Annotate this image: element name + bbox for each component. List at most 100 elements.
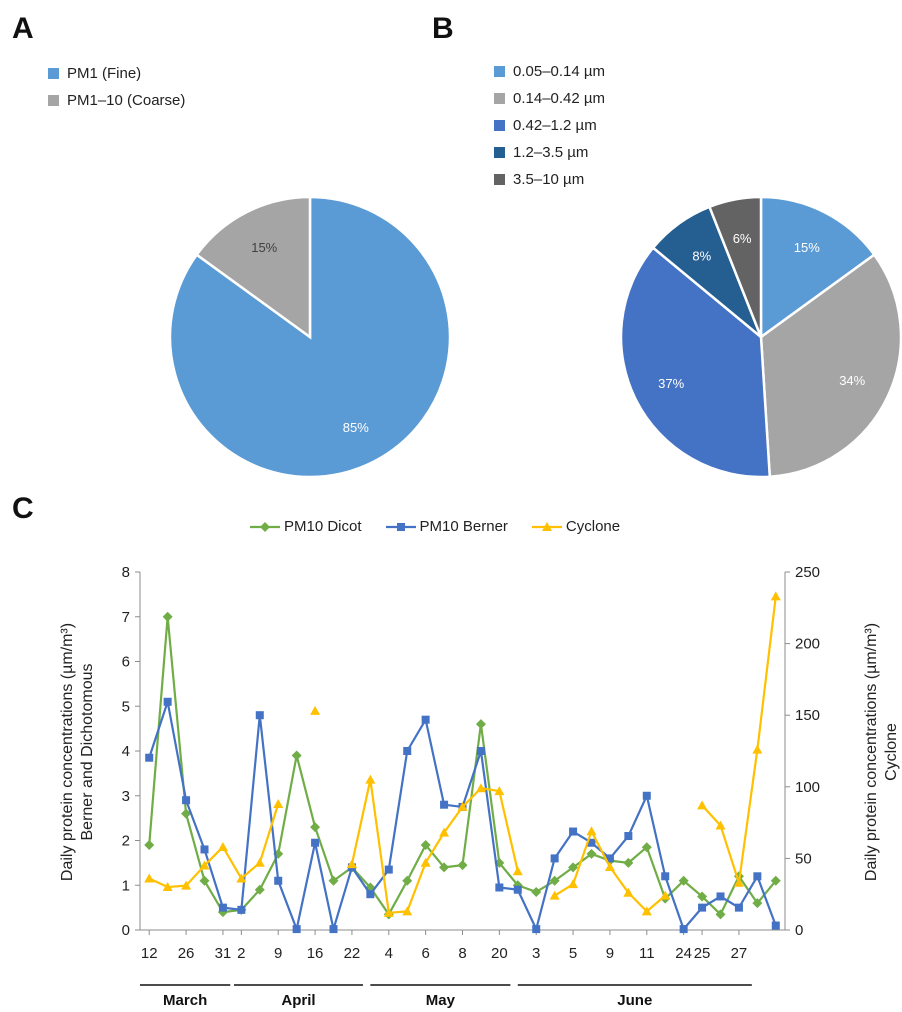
- pie-b: 15% 34% 37% 8% 6%: [619, 195, 902, 479]
- pie-a: 85% 15%: [168, 195, 452, 479]
- x-tick-label: 9: [606, 945, 614, 962]
- pie-b-legend-0-05-0-14-um: 0.05–0.14 µm: [494, 58, 605, 85]
- data-point: [182, 796, 191, 805]
- data-point: [549, 875, 560, 886]
- data-point: [274, 876, 283, 885]
- series-line: [701, 596, 777, 884]
- pie-a-legend-pm1-10-coarse: PM1–10 (Coarse): [48, 87, 185, 114]
- pie-a-legend-pm1-fine: PM1 (Fine): [48, 60, 185, 87]
- legend-label: PM1 (Fine): [67, 65, 142, 82]
- legend-swatch: [48, 68, 59, 79]
- right-tick-label: 200: [795, 636, 820, 653]
- pie-b-slice-label: 15%: [794, 240, 820, 255]
- series-line: [554, 830, 666, 913]
- legend-label: 1.2–3.5 µm: [513, 144, 589, 161]
- data-point: [420, 839, 431, 850]
- pie-b-slice-label: 8%: [692, 248, 711, 263]
- data-point: [475, 783, 486, 793]
- data-point: [624, 832, 633, 841]
- right-tick-label: 100: [795, 779, 820, 796]
- panel-label-b: B: [432, 12, 454, 45]
- legend-label: Cyclone: [565, 518, 621, 535]
- x-tick-label: 31: [215, 945, 232, 962]
- data-point: [200, 845, 209, 854]
- left-tick-label: 5: [122, 698, 130, 715]
- data-point: [716, 892, 725, 901]
- data-point: [199, 875, 210, 886]
- data-point: [771, 921, 780, 930]
- data-point: [366, 890, 375, 899]
- line-chart-legend: PM10 Dicot PM10 Berner Cyclone: [250, 518, 620, 535]
- data-point: [439, 862, 450, 873]
- left-tick-label: 4: [122, 743, 130, 760]
- data-point: [568, 879, 579, 889]
- series-line: [148, 803, 280, 889]
- data-point: [752, 744, 763, 754]
- x-tick-label: 22: [344, 945, 361, 962]
- data-point: [715, 909, 726, 920]
- x-tick-label: 27: [731, 945, 748, 962]
- data-point: [541, 521, 552, 531]
- data-point: [532, 925, 541, 934]
- legend-label: PM10 Berner: [419, 518, 508, 535]
- data-point: [494, 786, 505, 796]
- data-point: [199, 860, 210, 870]
- pie-a-slice-label: 85%: [343, 420, 369, 435]
- data-point: [403, 747, 412, 755]
- legend-diamond-icon: [250, 521, 280, 532]
- pie-b-legend-0-42-1-2-um: 0.42–1.2 µm: [494, 112, 605, 139]
- data-point: [513, 885, 522, 894]
- data-point: [402, 906, 413, 916]
- data-point: [181, 808, 192, 819]
- left-tick-label: 1: [122, 877, 130, 894]
- data-point: [402, 875, 413, 886]
- x-tick-label: 24: [675, 945, 692, 962]
- data-point: [531, 886, 542, 897]
- pie-a-slice-label: 15%: [251, 240, 277, 255]
- data-point: [346, 859, 357, 869]
- data-point: [587, 838, 596, 847]
- data-point: [623, 887, 634, 897]
- left-tick-label: 7: [122, 609, 130, 626]
- data-point: [162, 882, 173, 892]
- left-axis-title: Daily protein concentrations (µm/m³) Bern…: [59, 623, 96, 881]
- pie-b-slice-0-42-1-2-um: [619, 246, 772, 479]
- left-tick-label: 6: [122, 654, 130, 671]
- right-tick-label: 50: [795, 850, 812, 867]
- data-point: [162, 611, 173, 622]
- data-point: [734, 903, 743, 912]
- data-point: [291, 750, 302, 761]
- data-point: [396, 522, 405, 531]
- right-tick-label: 0: [795, 922, 803, 939]
- x-tick-label: 9: [274, 945, 282, 962]
- legend-square-icon: [385, 522, 416, 531]
- pie-b-slice-3-5-10-um: [707, 195, 763, 338]
- legend-swatch: [494, 147, 505, 158]
- legend-triangle-icon: [531, 521, 562, 531]
- data-point: [697, 800, 708, 810]
- data-point: [661, 872, 670, 881]
- x-tick-label: 11: [639, 945, 655, 962]
- data-point: [623, 857, 634, 868]
- data-point: [145, 753, 154, 762]
- pie-a-slice-pm1-10-coarse: [194, 195, 312, 340]
- right-tick-label: 150: [795, 707, 820, 724]
- pie-b-slice-label: 37%: [658, 376, 684, 391]
- data-point: [569, 827, 578, 836]
- series-cyclone: [144, 591, 781, 917]
- data-point: [328, 875, 339, 886]
- pie-b-slice-label: 34%: [839, 373, 865, 388]
- data-point: [255, 711, 264, 720]
- pie-b-slice-0-14-0-42-um: [759, 252, 902, 479]
- data-point: [512, 866, 523, 876]
- data-point: [292, 925, 301, 934]
- data-point: [770, 591, 781, 601]
- panel-label-c: C: [12, 492, 34, 525]
- x-tick-label: 5: [569, 945, 577, 962]
- data-point: [568, 862, 579, 873]
- right-axis-title: Daily protein concentrations (µm/m³) Cycl…: [863, 623, 900, 881]
- data-point: [439, 827, 450, 837]
- data-point: [475, 719, 486, 730]
